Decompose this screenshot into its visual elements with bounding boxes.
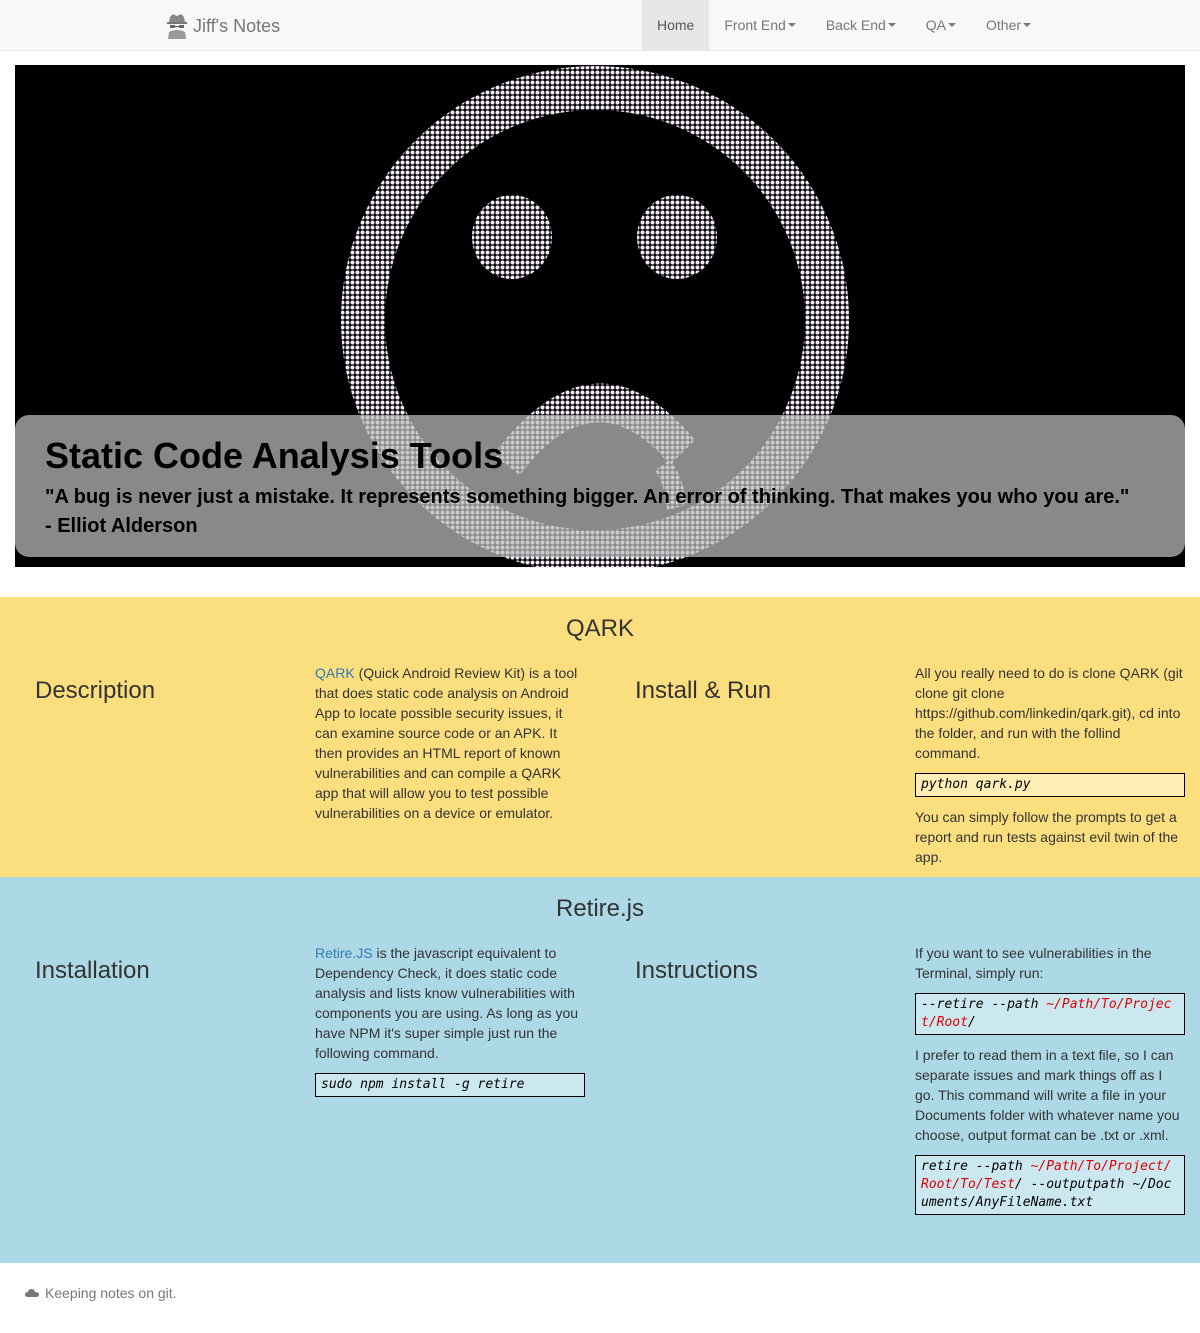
code2-suffix: / --outputpath ~/Documents/AnyFileName.t… [921, 1177, 1172, 1210]
code1-prefix: --retire --path [921, 997, 1047, 1012]
retire-installation-heading: Installation [35, 957, 150, 984]
qark-run-code: python qark.py [915, 773, 1185, 797]
retire-section: Retire.js Installation Retire.JS is the … [0, 877, 1200, 1263]
retire-title: Retire.js [555, 895, 645, 922]
nav-back-end-label: Back End [825, 17, 886, 33]
caret-down-icon [887, 23, 896, 27]
nav-home-label: Home [657, 17, 695, 33]
qark-title: QARK [565, 615, 634, 642]
retire-installation: Retire.JS is the javascript equivalent t… [315, 943, 585, 1107]
qark-install-after: You can simply follow the prompts to get… [915, 809, 1179, 865]
retire-instructions-text-2: I prefer to read them in a text file, so… [915, 1047, 1180, 1143]
hero-quote-author: - Elliot Alderson [45, 515, 198, 537]
hero-title: Static Code Analysis Tools [45, 435, 504, 476]
nav-qa-label: QA [925, 17, 947, 33]
caret-down-icon [1023, 23, 1032, 27]
qark-section: QARK Description QARK (Quick Android Rev… [0, 597, 1200, 877]
caret-down-icon [948, 23, 957, 27]
hero-banner: Static Code Analysis Tools "A bug is nev… [15, 65, 1185, 567]
retire-link[interactable]: Retire.JS [315, 945, 373, 961]
nav-qa[interactable]: QA [911, 0, 971, 50]
retire-instructions-text-1: If you want to see vulnerabilities in th… [915, 945, 1152, 981]
qark-install-text: All you really need to do is clone QARK … [915, 665, 1183, 761]
retire-file-code: retire --path ~/Path/To/Project/Root/To/… [915, 1155, 1185, 1215]
main-nav: Home Front End Back End QA Other [642, 0, 1046, 50]
nav-front-end[interactable]: Front End [709, 0, 810, 50]
retire-instructions: If you want to see vulnerabilities in th… [915, 943, 1185, 1225]
qark-description-heading: Description [35, 677, 156, 704]
code1-path: ~/Path/To/Project/Root [921, 997, 1172, 1030]
nav-other-label: Other [986, 17, 1022, 33]
nav-other[interactable]: Other [971, 0, 1046, 50]
footer: Keeping notes on git. [25, 1285, 177, 1301]
retire-terminal-code: --retire --path ~/Path/To/Project/Root/ [915, 993, 1185, 1035]
code2-prefix: retire --path [921, 1159, 1031, 1174]
caret-down-icon [787, 23, 796, 27]
qark-install-heading: Install & Run [635, 677, 772, 704]
spy-logo-icon [167, 14, 187, 39]
qark-description: QARK (Quick Android Review Kit) is a too… [315, 663, 585, 823]
nav-home[interactable]: Home [642, 0, 710, 50]
retire-installation-text: is the javascript equivalent to Dependen… [315, 945, 579, 1061]
nav-back-end[interactable]: Back End [811, 0, 911, 50]
hero-caption: Static Code Analysis Tools "A bug is nev… [15, 415, 1185, 557]
navbar: Jiff's Notes Home Front End Back End QA … [0, 0, 1200, 51]
qark-description-text: (Quick Android Review Kit) is a tool tha… [315, 665, 578, 821]
retire-instructions-heading: Instructions [635, 957, 758, 984]
hero-quote: "A bug is never just a mistake. It repre… [45, 486, 1130, 508]
qark-link[interactable]: QARK [315, 665, 355, 681]
qark-install: All you really need to do is clone QARK … [915, 663, 1185, 867]
footer-text: Keeping notes on git. [45, 1285, 177, 1301]
code2-path: ~/Path/To/Project/Root/To/Test [921, 1159, 1172, 1192]
nav-front-end-label: Front End [724, 17, 786, 33]
brand-link[interactable]: Jiff's Notes [165, 12, 280, 40]
code1-suffix: / [967, 1015, 976, 1030]
brand-label: Jiff's Notes [193, 15, 281, 36]
retire-install-code: sudo npm install -g retire [315, 1073, 585, 1097]
cloud-icon [25, 1289, 39, 1297]
